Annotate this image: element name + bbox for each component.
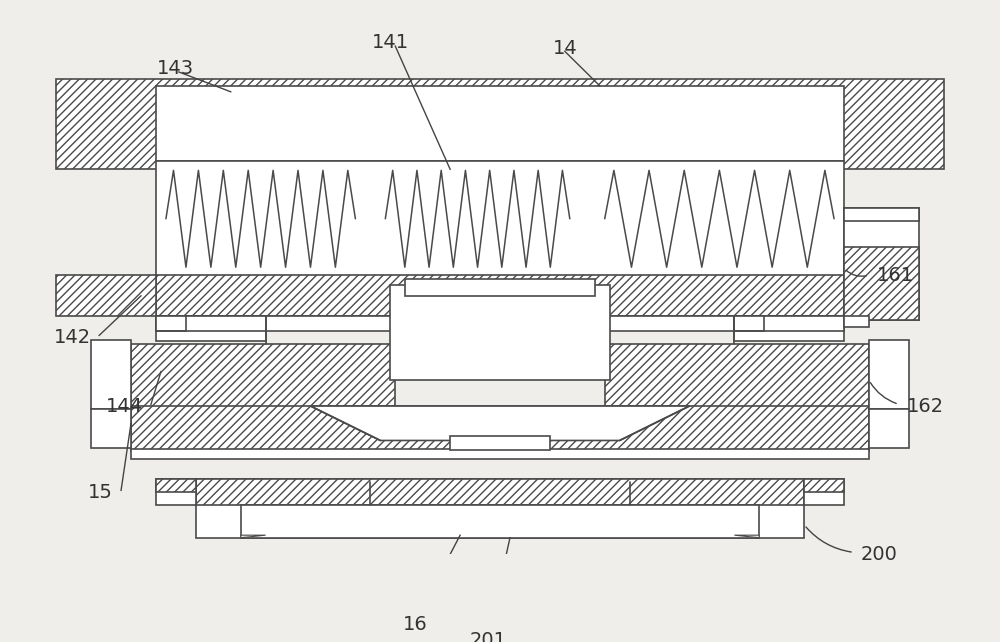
Bar: [450, 436, 550, 450]
Bar: [156, 479, 196, 505]
Bar: [56, 79, 944, 169]
Bar: [156, 316, 266, 342]
Bar: [241, 505, 759, 538]
Bar: [131, 406, 869, 451]
Text: 15: 15: [88, 483, 113, 501]
Bar: [156, 479, 196, 492]
Bar: [844, 208, 919, 221]
Text: 201: 201: [470, 630, 507, 642]
Text: 16: 16: [403, 615, 428, 634]
Bar: [91, 408, 131, 448]
Bar: [91, 340, 131, 408]
Bar: [844, 247, 919, 320]
Bar: [196, 479, 804, 505]
Bar: [804, 479, 844, 505]
Bar: [734, 316, 844, 342]
Bar: [156, 275, 844, 317]
Bar: [844, 316, 869, 327]
Text: 143: 143: [157, 59, 194, 78]
Bar: [390, 286, 610, 380]
Bar: [196, 479, 804, 538]
Bar: [405, 279, 595, 296]
Bar: [131, 449, 869, 460]
Bar: [156, 160, 844, 277]
Bar: [131, 344, 395, 408]
Text: 14: 14: [552, 39, 577, 58]
Bar: [156, 316, 186, 331]
Polygon shape: [241, 535, 266, 538]
Bar: [156, 316, 844, 331]
Polygon shape: [734, 535, 759, 538]
Bar: [734, 316, 764, 331]
Bar: [869, 408, 909, 448]
Bar: [804, 479, 844, 492]
Text: 200: 200: [861, 544, 898, 564]
Text: 144: 144: [106, 397, 143, 415]
Bar: [156, 86, 844, 160]
Text: 161: 161: [877, 266, 914, 284]
Polygon shape: [311, 406, 689, 440]
Bar: [869, 340, 909, 408]
Bar: [605, 344, 869, 408]
Bar: [844, 208, 919, 320]
Text: 142: 142: [54, 327, 91, 347]
Text: 162: 162: [907, 397, 944, 415]
Bar: [56, 275, 156, 317]
Text: 141: 141: [372, 33, 409, 52]
